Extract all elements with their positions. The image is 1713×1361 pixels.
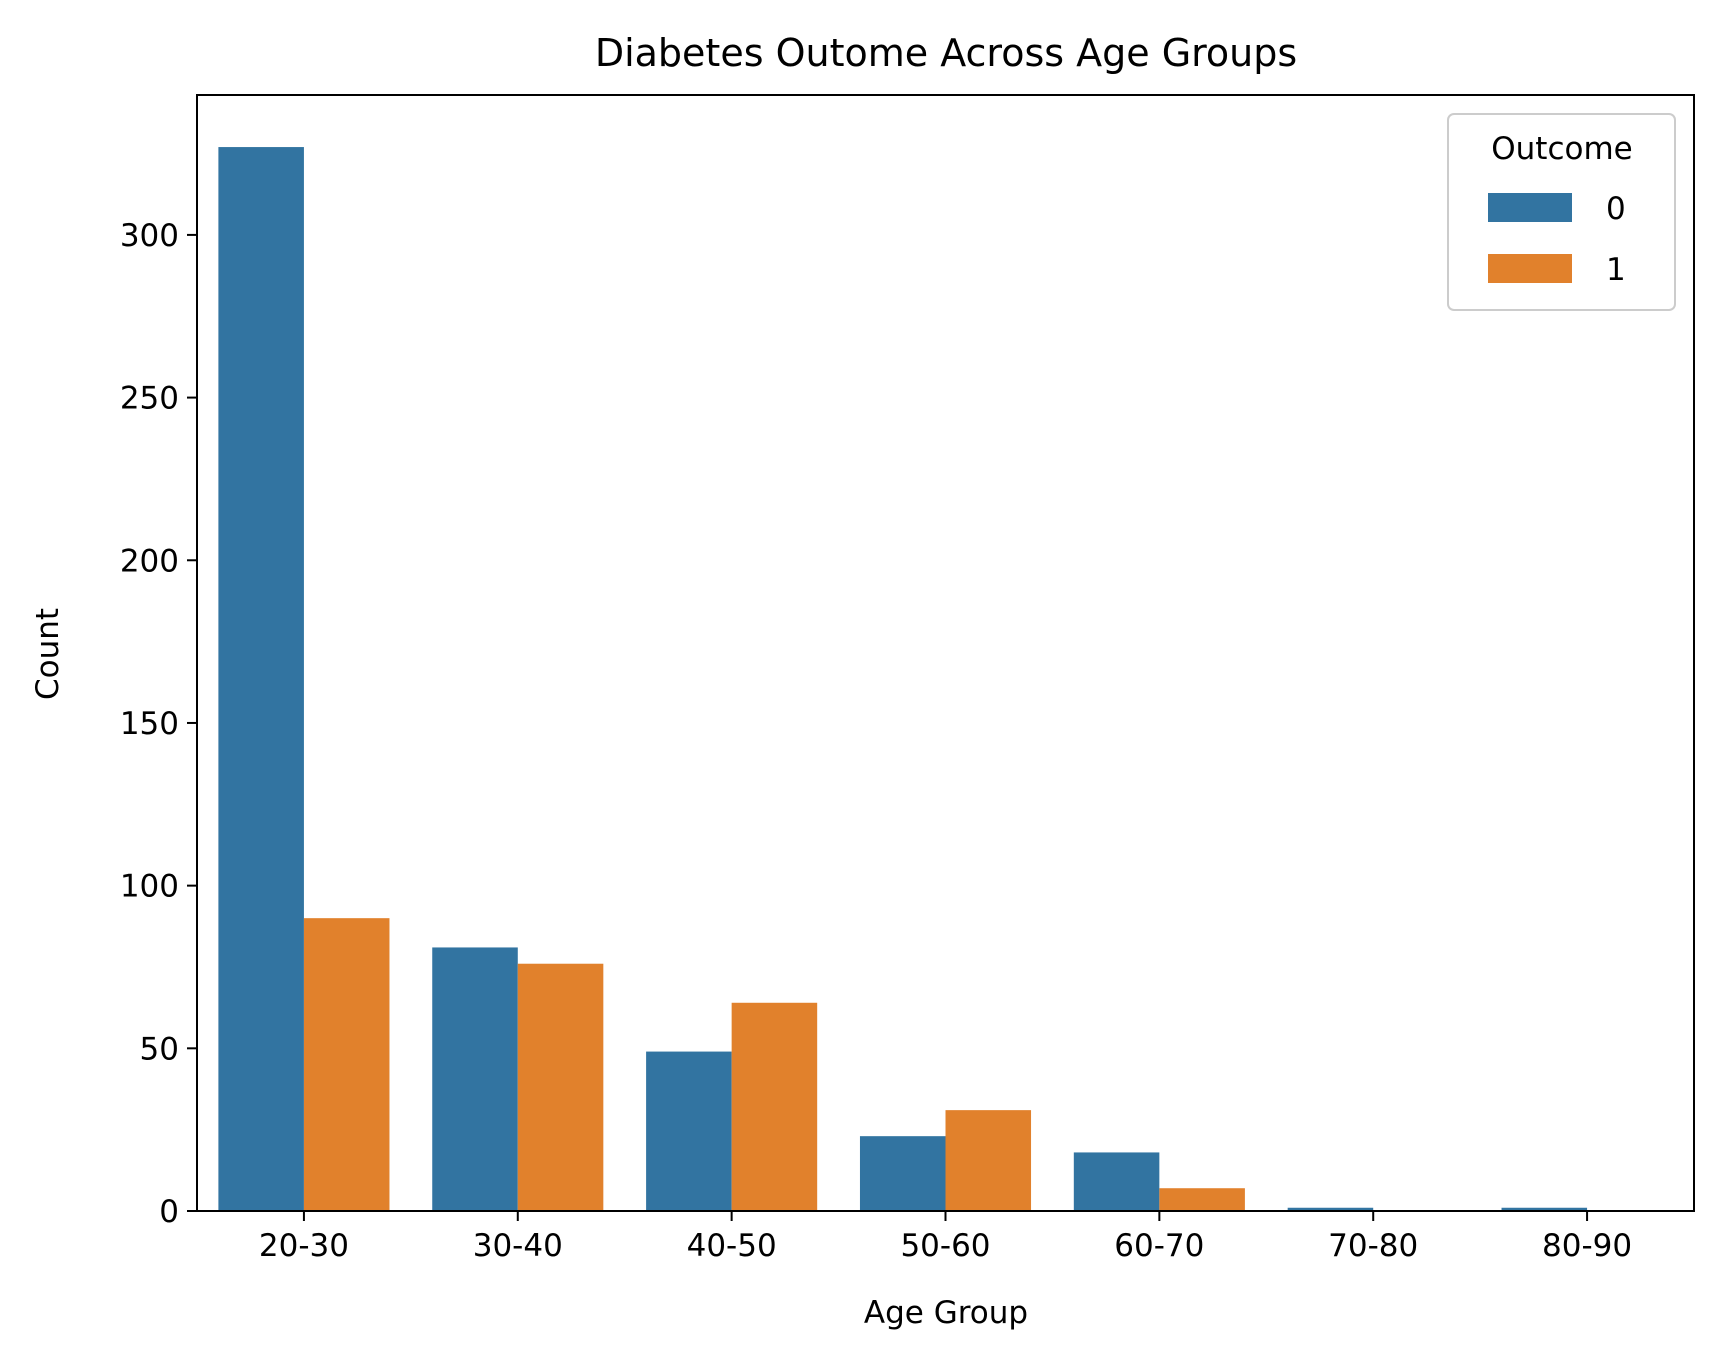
x-tick-label: 80-90 xyxy=(1542,1228,1632,1264)
chart-title: Diabetes Outome Across Age Groups xyxy=(595,31,1297,75)
bar-30-40-outcome-1 xyxy=(517,963,604,1211)
bars-group xyxy=(218,147,1588,1211)
bar-40-50-outcome-1 xyxy=(731,1002,818,1211)
bar-60-70-outcome-1 xyxy=(1159,1188,1245,1211)
y-tick-label: 100 xyxy=(120,869,179,905)
x-axis-ticks: 20-30 30-40 40-50 50-60 60-70 70-80 80-90 xyxy=(259,1211,1632,1264)
y-axis-label: Count xyxy=(30,608,66,700)
legend: Outcome 01 xyxy=(1447,113,1676,311)
x-tick-label: 40-50 xyxy=(687,1228,777,1264)
legend-label-outcome-0: 0 xyxy=(1606,191,1626,227)
y-tick-label: 150 xyxy=(120,706,179,742)
x-tick-label: 70-80 xyxy=(1328,1228,1418,1264)
bar-60-70-outcome-0 xyxy=(1073,1152,1160,1211)
bar-40-50-outcome-0 xyxy=(646,1051,732,1211)
x-tick-label: 60-70 xyxy=(1114,1228,1204,1264)
y-axis-ticks: 0 50 100 150 200 250 300 xyxy=(120,218,197,1230)
x-tick-label: 20-30 xyxy=(259,1228,349,1264)
x-tick-label: 50-60 xyxy=(900,1228,990,1264)
y-tick-label: 250 xyxy=(120,381,179,417)
y-tick-label: 0 xyxy=(159,1194,179,1230)
bar-20-30-outcome-0 xyxy=(218,147,304,1211)
bar-20-30-outcome-1 xyxy=(303,918,390,1211)
legend-entries: 01 xyxy=(1488,191,1626,288)
bar-50-60-outcome-1 xyxy=(945,1110,1032,1211)
legend-title: Outcome xyxy=(1491,131,1632,167)
plot-frame xyxy=(196,94,1695,1212)
y-tick-label: 50 xyxy=(140,1031,179,1067)
x-axis-label: Age Group xyxy=(864,1295,1028,1331)
legend-swatch-outcome-1 xyxy=(1488,254,1572,283)
y-tick-label: 300 xyxy=(120,218,179,254)
bar-80-90-outcome-0 xyxy=(1501,1207,1588,1211)
bar-50-60-outcome-0 xyxy=(859,1136,946,1211)
y-tick-label: 200 xyxy=(120,543,179,579)
legend-swatch-outcome-0 xyxy=(1488,193,1572,222)
legend-label-outcome-1: 1 xyxy=(1606,252,1626,288)
bar-30-40-outcome-0 xyxy=(432,947,518,1211)
bar-70-80-outcome-0 xyxy=(1287,1207,1374,1211)
x-tick-label: 30-40 xyxy=(473,1228,563,1264)
